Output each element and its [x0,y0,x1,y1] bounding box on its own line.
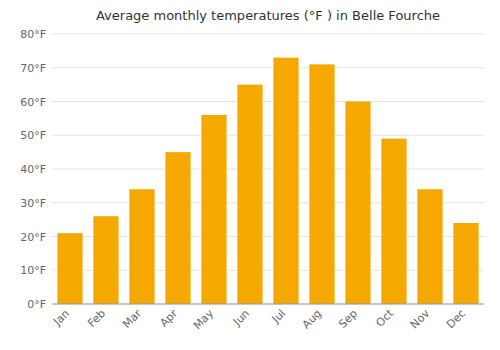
bar [93,216,118,304]
bar [201,115,226,304]
bar [57,233,82,304]
grid-line [52,135,484,136]
x-tick-label: Jul [269,307,288,326]
bar [309,64,334,304]
x-axis: Jan Feb Mar Apr May Jun Jul Aug Sep Oct Nov Dec [50,306,468,332]
x-tick-label: Feb [85,307,108,330]
grid-line [52,304,484,305]
y-tick-label: 10°F [20,264,46,277]
bar [345,102,370,305]
grid-line [52,101,484,102]
y-tick-label: 20°F [20,231,46,244]
y-axis: 0°F 10°F 20°F 30°F 40°F 50°F 60°F 70°F 80°F [20,28,46,311]
grid-line [52,34,484,35]
x-tick-label: Dec [444,307,468,331]
bar [381,139,406,304]
x-tick-label: Mar [120,307,144,331]
grid-line [52,67,484,68]
grid-line [52,169,484,170]
y-tick-label: 40°F [20,163,46,176]
chart-container: Average monthly temperatures (°F ) in Be… [0,0,500,350]
x-tick-label: Apr [157,307,180,330]
x-tick-label: Jun [230,307,252,329]
bar [129,189,154,304]
x-tick-label: May [191,307,217,333]
y-tick-label: 60°F [20,96,46,109]
bars [57,58,478,304]
x-tick-label: Nov [408,307,433,332]
x-axis-line [52,304,484,305]
chart-svg: Average monthly temperatures (°F ) in Be… [0,0,500,350]
x-tick-label: Sep [336,307,360,331]
x-tick-label: Oct [373,306,396,329]
bar [237,85,262,304]
bar [165,152,190,304]
x-tick-label: Jan [50,307,72,329]
y-tick-label: 70°F [20,62,46,75]
bar [417,189,442,304]
x-tick-label: Aug [300,307,324,331]
bar [273,58,298,304]
y-tick-label: 80°F [20,28,46,41]
y-tick-label: 30°F [20,197,46,210]
y-tick-label: 50°F [20,129,46,142]
chart-title: Average monthly temperatures (°F ) in Be… [96,8,440,23]
grid [52,34,484,304]
y-tick-label: 0°F [27,298,46,311]
bar [453,223,478,304]
